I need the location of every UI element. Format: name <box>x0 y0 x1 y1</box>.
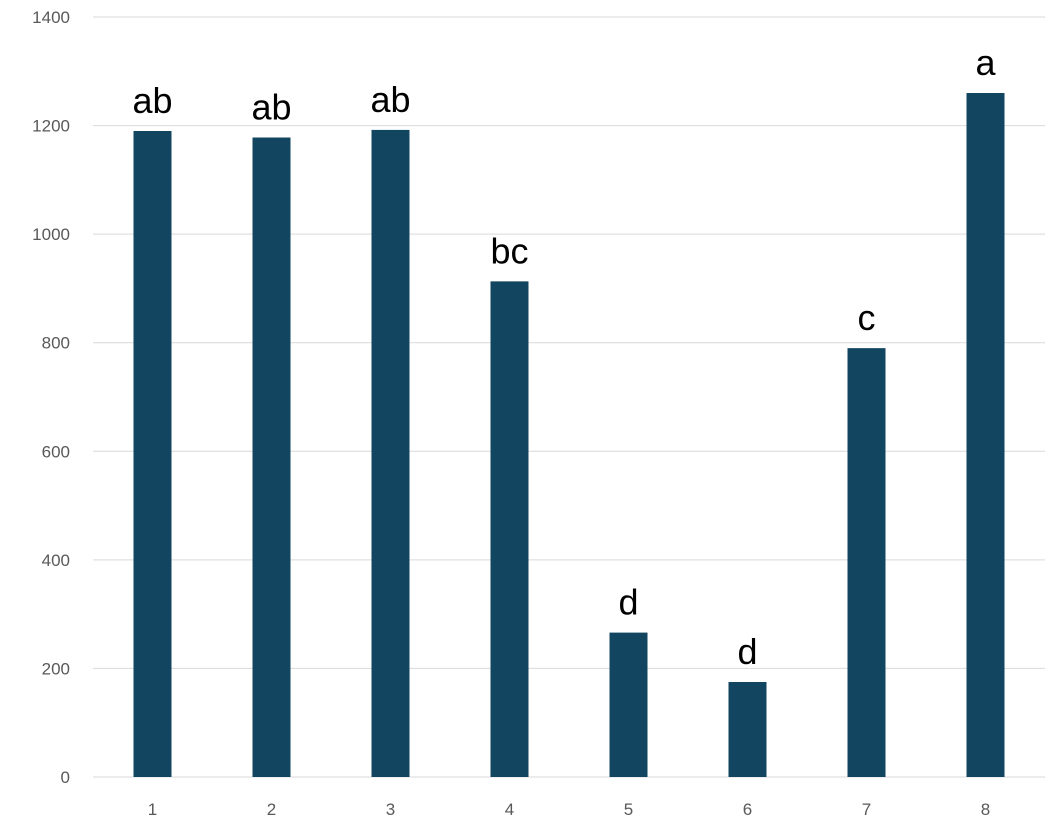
data-label: d <box>737 631 757 672</box>
bar <box>490 281 529 777</box>
y-tick-label: 1400 <box>32 8 70 27</box>
x-tick-label: 8 <box>981 800 990 819</box>
data-label: ab <box>132 80 172 121</box>
bar <box>609 632 648 777</box>
y-tick-label: 600 <box>42 442 70 461</box>
gridlines <box>93 16 1045 778</box>
x-axis-ticks: 1 2 3 4 5 6 7 8 <box>148 800 990 819</box>
data-labels: ab ab ab bc d d c a <box>132 42 996 672</box>
x-tick-label: 7 <box>862 800 871 819</box>
data-label: bc <box>490 230 528 271</box>
x-tick-label: 3 <box>386 800 395 819</box>
y-tick-label: 400 <box>42 551 70 570</box>
bar <box>371 129 410 777</box>
bar <box>847 348 886 777</box>
x-tick-label: 5 <box>624 800 633 819</box>
y-tick-label: 0 <box>61 768 70 787</box>
x-tick-label: 1 <box>148 800 157 819</box>
data-label: ab <box>370 79 410 120</box>
bar <box>133 131 172 777</box>
y-tick-label: 1000 <box>32 225 70 244</box>
data-label: ab <box>251 87 291 128</box>
y-tick-label: 200 <box>42 659 70 678</box>
data-label: d <box>618 582 638 623</box>
bars <box>133 93 1005 777</box>
y-tick-label: 1200 <box>32 117 70 136</box>
data-label: c <box>858 297 876 338</box>
x-tick-label: 4 <box>505 800 514 819</box>
bar <box>728 682 767 777</box>
y-tick-label: 800 <box>42 334 70 353</box>
bar <box>966 93 1005 777</box>
y-axis-ticks: 0 200 400 600 800 1000 1200 1400 <box>32 8 70 787</box>
data-label: a <box>975 42 996 83</box>
x-tick-label: 6 <box>743 800 752 819</box>
bar <box>252 137 291 777</box>
x-tick-label: 2 <box>267 800 276 819</box>
